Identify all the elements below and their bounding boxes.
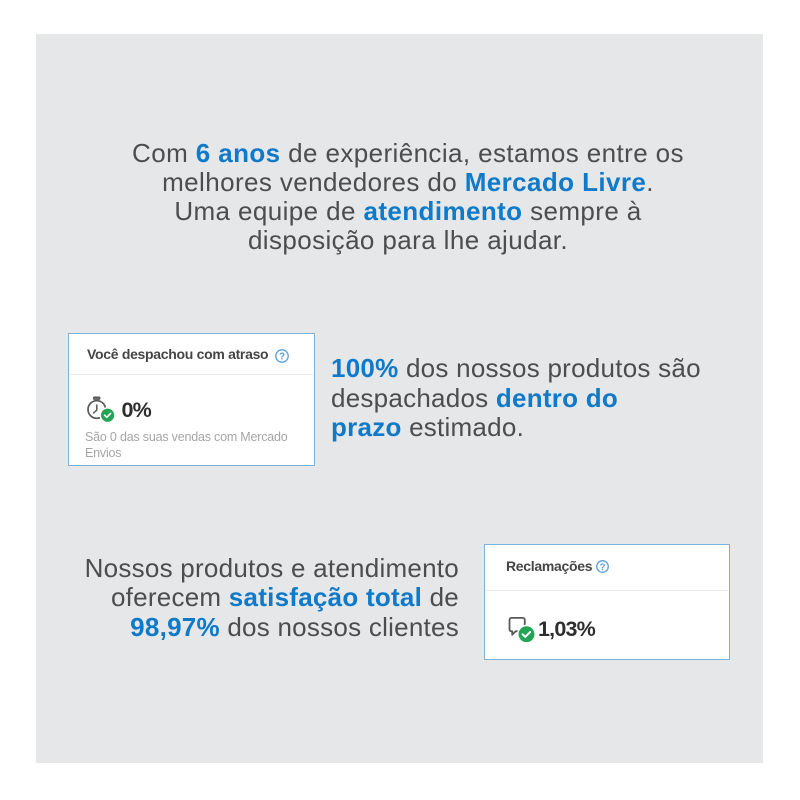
svg-text:?: ? [600,562,606,573]
svg-text:?: ? [279,352,285,363]
